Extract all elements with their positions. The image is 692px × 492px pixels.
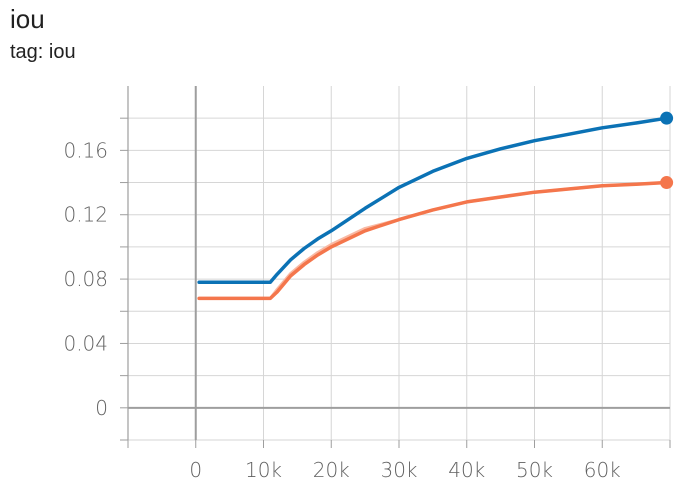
y-tick-label: 0.16 [63, 138, 108, 162]
chart-tag: tag: iou [10, 41, 76, 63]
y-axis-ticks: 0 0.04 0.08 0.12 0.16 [63, 117, 128, 441]
y-tick-label: 0 [95, 396, 108, 420]
x-tick-label: 40k [448, 458, 485, 482]
series-blue-line [197, 116, 669, 285]
x-tick-label: 0 [189, 458, 202, 482]
chart-title: iou [10, 4, 45, 34]
series-orange-end-point [660, 176, 674, 190]
x-axis-ticks: 0 10k 20k 30k 40k 50k 60k [127, 440, 671, 482]
x-tick-label: 10k [245, 458, 282, 482]
x-tick-label: 50k [516, 458, 553, 482]
series-blue-end-point [660, 111, 674, 125]
x-tick-label: 20k [313, 458, 350, 482]
series-orange-line [197, 180, 669, 301]
grid [127, 86, 671, 441]
y-tick-label: 0.08 [63, 267, 108, 291]
y-tick-label: 0.12 [63, 203, 108, 227]
x-tick-label: 30k [380, 458, 417, 482]
axes [127, 86, 670, 440]
series-lines [197, 111, 674, 301]
y-tick-label: 0.04 [63, 331, 108, 355]
x-tick-label: 60k [584, 458, 621, 482]
